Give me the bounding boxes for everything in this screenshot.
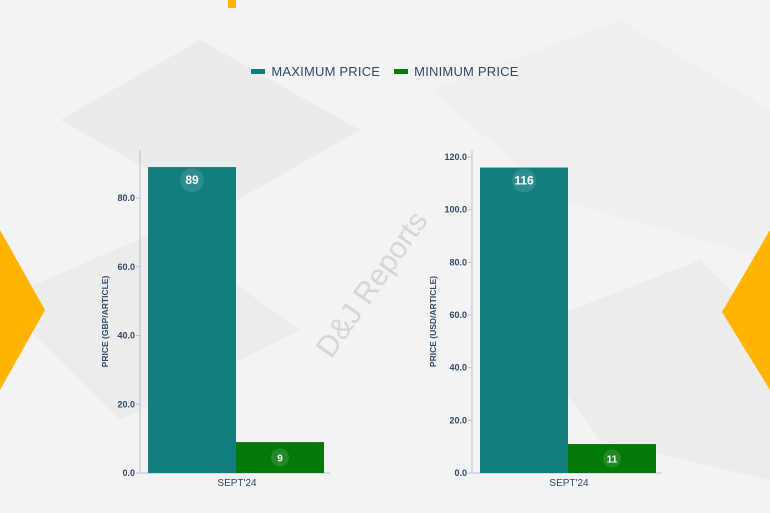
chart-1-y-tick-label: 80.0 — [117, 193, 135, 203]
watermark-text: D&J Reports — [310, 205, 435, 363]
chart-2-y-axis-title: PRICE (USD/ARTICLE) — [428, 276, 438, 367]
chart-2-bar-min — [568, 444, 656, 473]
chart-1-bar-max — [148, 167, 236, 473]
chart-2-category-label: SEPT'24 — [549, 478, 589, 489]
legend-item-max: MAXIMUM PRICE — [251, 64, 380, 79]
chart-1-y-tick-label: 20.0 — [117, 399, 135, 409]
chart-2-data-label: 116 — [514, 174, 534, 188]
right-accent-triangle — [722, 230, 770, 390]
legend-item-min: MINIMUM PRICE — [394, 64, 518, 79]
chart-2-y-tick-label: 60.0 — [449, 310, 467, 320]
chart-2-y-tick-label: 80.0 — [449, 257, 467, 267]
chart-2-data-label-bg — [512, 168, 536, 193]
chart-1-y-axis-title: PRICE (GBP/ARTICLE) — [100, 276, 110, 368]
chart-1-category-label: SEPT'24 — [217, 478, 257, 489]
chart-2-y-tick-label: 100.0 — [444, 205, 467, 215]
legend-swatch-max — [251, 69, 266, 74]
chart-1-y-tick-label: 40.0 — [117, 331, 135, 341]
chart-2-y-tick-label: 40.0 — [449, 363, 467, 373]
chart-1-bar-min — [236, 442, 324, 473]
top-accent-mark — [228, 0, 236, 8]
chart-1-y-tick-label: 0.0 — [122, 468, 135, 478]
left-accent-triangle — [0, 230, 45, 390]
chart-2-data-label: 11 — [607, 455, 618, 466]
legend-swatch-min — [394, 69, 409, 74]
chart-1-data-label: 9 — [277, 454, 283, 465]
chart-1-y-tick-label: 60.0 — [117, 262, 135, 272]
chart-2-y-tick-label: 20.0 — [449, 415, 467, 425]
chart-2-y-tick-label: 120.0 — [444, 152, 467, 162]
chart-1-data-label: 89 — [185, 173, 199, 187]
chart-legend: MAXIMUM PRICE MINIMUM PRICE — [0, 64, 770, 79]
chart-2-bar-max — [480, 167, 568, 474]
chart-1-data-label-bg — [180, 168, 204, 193]
legend-label-max: MAXIMUM PRICE — [271, 64, 381, 79]
legend-label-min: MINIMUM PRICE — [414, 64, 519, 79]
chart-2-data-label-bg — [603, 449, 621, 468]
chart-1-data-label-bg — [271, 448, 289, 467]
chart-2-y-tick-label: 0.0 — [454, 468, 467, 478]
